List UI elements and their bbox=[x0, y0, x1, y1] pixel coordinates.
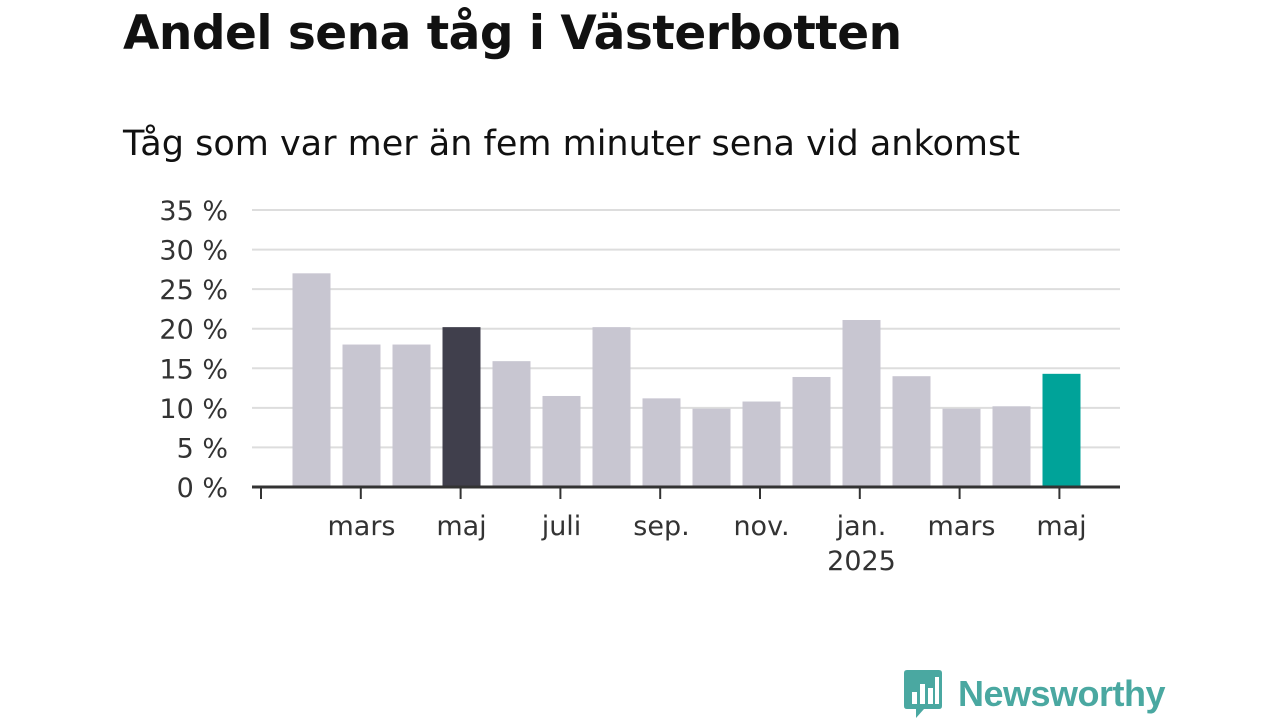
bar-2024-07 bbox=[542, 395, 581, 487]
newsworthy-logo: Newsworthy bbox=[902, 668, 1166, 720]
bar-2024-03 bbox=[342, 344, 381, 487]
y-tick-label: 0 % bbox=[177, 473, 228, 504]
y-tick-label: 5 % bbox=[177, 433, 228, 464]
bar-2024-04 bbox=[392, 344, 431, 487]
x-tick-label: mars bbox=[327, 511, 395, 542]
x-tick-label: nov. bbox=[733, 511, 789, 542]
bar-2025-01 bbox=[842, 320, 881, 487]
x-axis bbox=[252, 485, 1120, 499]
y-tick-label: 20 % bbox=[159, 315, 228, 346]
bar-2024-10 bbox=[692, 408, 731, 487]
x-tick-label: maj bbox=[436, 511, 486, 542]
bar-2025-04 bbox=[992, 406, 1031, 487]
bar-2024-05 bbox=[442, 327, 481, 487]
bar-chart: 0 % 5 % 10 % 15 % 20 % 25 % 30 % 35 % mars maj ju… bbox=[159, 196, 1120, 577]
chart-subtitle: Tåg som var mer än fem minuter sena vid … bbox=[123, 124, 1020, 164]
bar-2025-02 bbox=[892, 376, 931, 487]
newsworthy-logo-icon bbox=[904, 670, 942, 718]
x-tick-label: juli bbox=[541, 511, 582, 542]
x-tick-labels: mars maj juli sep. nov. jan. 2025 mars maj bbox=[327, 511, 1086, 577]
bar-2024-09 bbox=[642, 398, 681, 487]
y-tick-label: 10 % bbox=[159, 394, 228, 425]
bar-2024-11 bbox=[742, 401, 781, 487]
grid-lines bbox=[252, 209, 1120, 449]
x-tick-label: 2025 bbox=[827, 546, 896, 577]
bar-2024-08 bbox=[592, 327, 631, 487]
x-tick-label: maj bbox=[1036, 511, 1086, 542]
x-tick-label: sep. bbox=[633, 511, 689, 542]
y-tick-label: 30 % bbox=[159, 236, 228, 267]
logo-text: Newsworthy bbox=[958, 673, 1166, 714]
y-tick-label: 15 % bbox=[159, 354, 228, 385]
bar-2025-05 bbox=[1042, 373, 1081, 487]
bar-2024-12 bbox=[792, 376, 831, 487]
x-tick-label: jan. bbox=[836, 511, 887, 542]
bar-2025-03 bbox=[942, 408, 981, 487]
chart-title: Andel sena tåg i Västerbotten bbox=[123, 6, 902, 61]
bar-2024-06 bbox=[492, 361, 531, 487]
x-tick-label: mars bbox=[927, 511, 995, 542]
y-tick-label: 35 % bbox=[159, 196, 228, 227]
bars bbox=[292, 273, 1081, 487]
bar-2024-02 bbox=[292, 273, 331, 487]
y-tick-label: 25 % bbox=[159, 275, 228, 306]
y-tick-labels: 0 % 5 % 10 % 15 % 20 % 25 % 30 % 35 % bbox=[159, 196, 228, 504]
